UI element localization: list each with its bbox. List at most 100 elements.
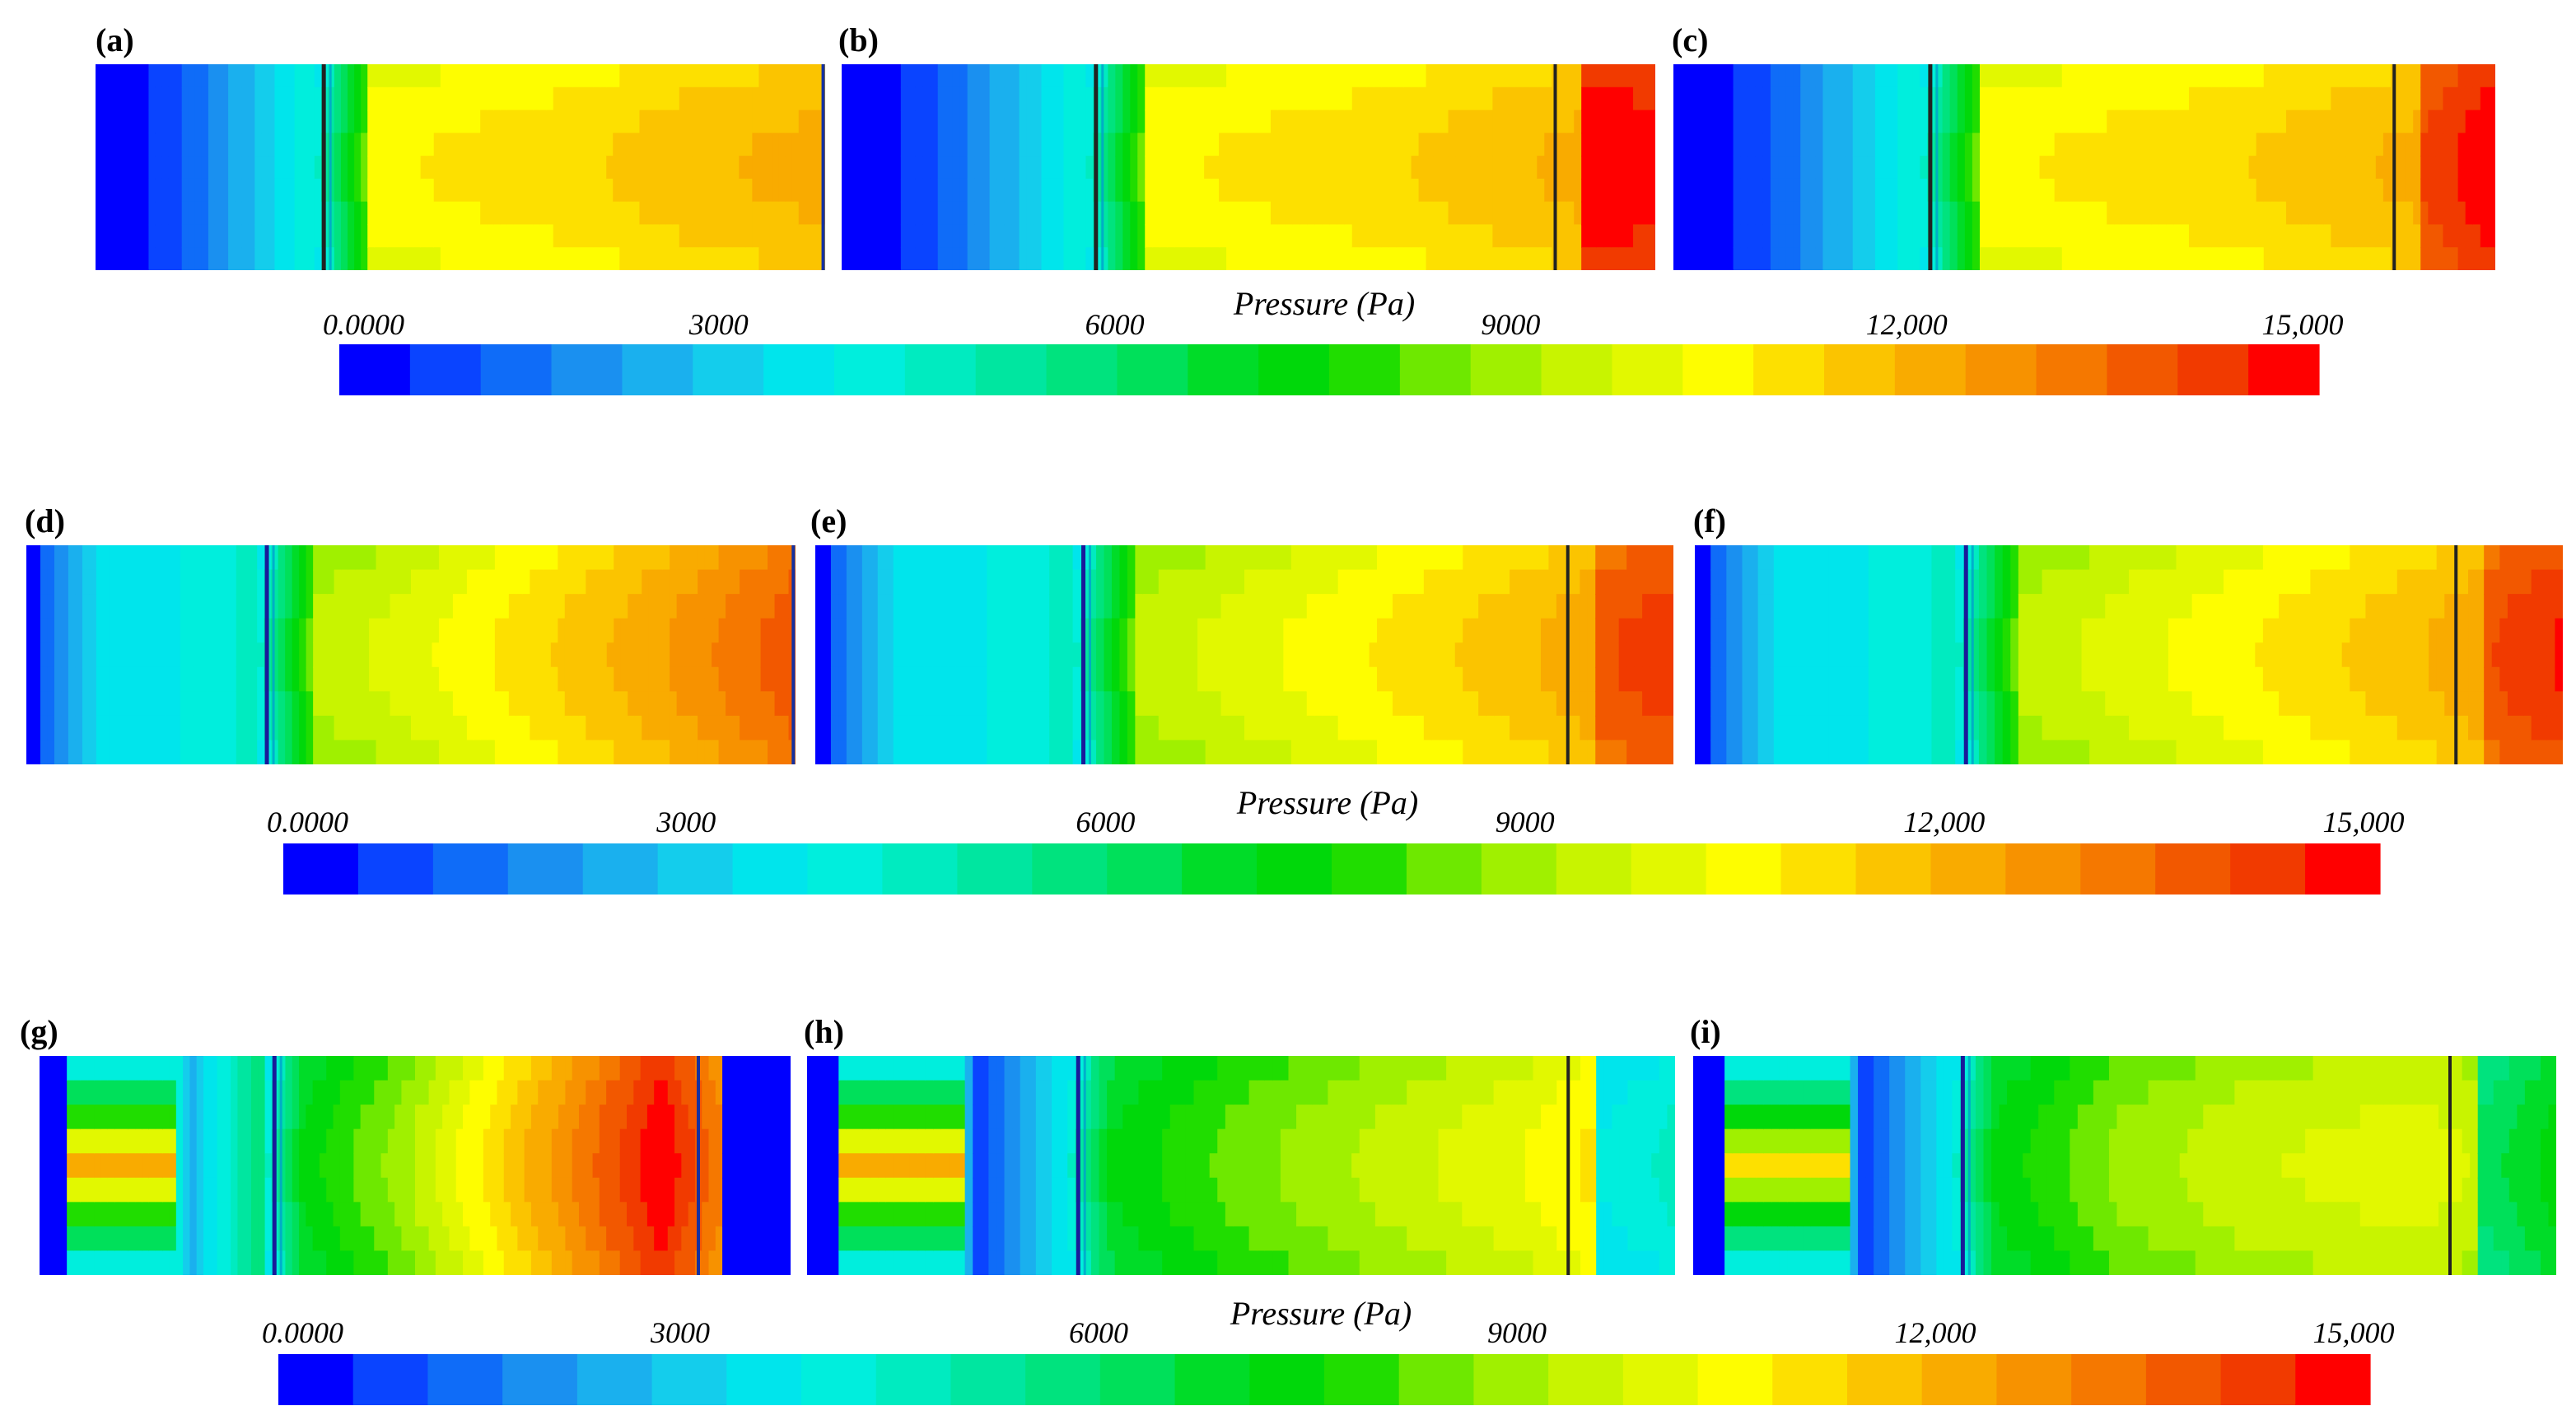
outlet-divider-line <box>697 1056 700 1275</box>
contour-panel: (h) <box>804 1013 1675 1275</box>
colorbar-tick-label: 9000 <box>1487 1316 1547 1349</box>
colorbar-swatch <box>551 344 623 395</box>
contour-panel: (d) <box>25 502 796 764</box>
colorbar-swatch <box>882 843 958 895</box>
inlet-divider-line <box>264 545 269 764</box>
colorbar-tick-label: 9000 <box>1496 806 1555 838</box>
inlet-divider-line <box>321 64 326 270</box>
pressure-colorbar: Pressure (Pa) 0.0000 3000 6000 9000 12,000 15,… <box>267 784 2405 895</box>
contour-panel: (b) <box>838 21 1655 270</box>
colorbar-swatch <box>904 344 977 395</box>
colorbar-swatch <box>1046 344 1118 395</box>
colorbar-tick-label: 9000 <box>1481 308 1540 341</box>
outlet-divider-line <box>1553 64 1557 270</box>
colorbar-swatch <box>1182 843 1258 895</box>
outlet-divider-line <box>1566 1056 1570 1275</box>
colorbar-swatch <box>651 1354 727 1405</box>
colorbar-tick-label: 0.0000 <box>262 1316 343 1349</box>
colorbar-title: Pressure (Pa) <box>1233 285 1415 322</box>
colorbar-swatch <box>2230 843 2306 895</box>
inlet-divider-line <box>1081 545 1086 764</box>
colorbar-swatch <box>2145 1354 2222 1405</box>
contour-panels: (a) (b) (c) (d) (e) (f) (g) (h) (i) <box>20 21 2563 1275</box>
colorbar-swatch <box>1399 344 1472 395</box>
colorbar-swatch <box>1706 843 1782 895</box>
colorbar-swatch <box>2107 344 2178 395</box>
colorbar-swatch <box>1556 843 1632 895</box>
panel-label: (a) <box>96 21 134 58</box>
colorbar-swatch <box>357 843 434 895</box>
colorbar-swatch <box>1032 843 1108 895</box>
pressure-colorbar: Pressure (Pa) 0.0000 3000 6000 9000 12,000 15,… <box>323 285 2344 395</box>
colorbar-swatch <box>502 1354 578 1405</box>
colorbars: Pressure (Pa) 0.0000 3000 6000 9000 12,000 15,… <box>262 285 2405 1405</box>
contour-panel: (i) <box>1690 1013 2556 1275</box>
colorbar-swatch <box>1682 344 1754 395</box>
colorbar-swatch <box>2177 344 2249 395</box>
colorbar-swatch <box>2155 843 2231 895</box>
colorbar-title: Pressure (Pa) <box>1230 1295 1412 1332</box>
colorbar-tick-label: 0.0000 <box>323 308 404 341</box>
panel-label: (i) <box>1690 1013 1721 1050</box>
colorbar-swatch <box>726 1354 802 1405</box>
colorbar-swatch <box>1329 344 1401 395</box>
colorbar-tick-label: 12,000 <box>1903 806 1985 838</box>
colorbar-tick-label: 12,000 <box>1895 1316 1976 1349</box>
colorbar-tick-label: 6000 <box>1076 806 1135 838</box>
colorbar-swatch <box>622 344 693 395</box>
colorbar-swatch <box>1780 843 1857 895</box>
inlet-divider-line <box>1963 545 1968 764</box>
contour-panel: (f) <box>1693 502 2563 764</box>
colorbar-swatch <box>1188 344 1259 395</box>
outlet-divider-line <box>791 545 796 764</box>
colorbar-swatch <box>1824 344 1896 395</box>
colorbar-swatch <box>427 1354 503 1405</box>
colorbar-swatch <box>1921 1354 1998 1405</box>
colorbar-swatch <box>1996 1354 2072 1405</box>
colorbar-swatch <box>2305 843 2381 895</box>
colorbar-swatch <box>1258 344 1330 395</box>
outlet-divider-line <box>2454 545 2458 764</box>
panel-label: (f) <box>1693 502 1726 540</box>
inlet-divider-line <box>1076 1056 1080 1275</box>
colorbar-swatch <box>1174 1354 1250 1405</box>
inlet-divider-line <box>272 1056 277 1275</box>
colorbar-swatch <box>339 344 411 395</box>
colorbar-swatch <box>2005 843 2081 895</box>
panel-label: (h) <box>804 1013 844 1050</box>
colorbar-swatch <box>1470 344 1542 395</box>
colorbar-swatch <box>1473 1354 1549 1405</box>
contour-panel: (e) <box>810 502 1673 764</box>
colorbar-swatch <box>1332 843 1407 895</box>
colorbar-swatch <box>1631 843 1707 895</box>
colorbar-swatch <box>1697 1354 1773 1405</box>
inlet-divider-line <box>1094 64 1099 270</box>
colorbar-swatch <box>283 843 359 895</box>
colorbar-swatch <box>693 344 764 395</box>
colorbar-swatch <box>1965 344 2037 395</box>
colorbar-swatch <box>1398 1354 1475 1405</box>
panel-label: (b) <box>838 21 879 58</box>
colorbar-swatch <box>1541 344 1613 395</box>
colorbar-tick-label: 6000 <box>1085 308 1145 341</box>
colorbar-swatch <box>1406 843 1482 895</box>
outlet-divider-line <box>1566 545 1570 764</box>
colorbar-swatch <box>2248 344 2320 395</box>
colorbar-swatch <box>1847 1354 1923 1405</box>
colorbar-tick-label: 15,000 <box>2313 1316 2395 1349</box>
colorbar-swatch <box>1025 1354 1101 1405</box>
colorbar-swatch <box>1548 1354 1624 1405</box>
colorbar-swatch <box>352 1354 429 1405</box>
inlet-divider-line <box>1928 64 1933 270</box>
panel-label: (g) <box>20 1013 58 1050</box>
colorbar-swatch <box>1894 344 1967 395</box>
colorbar-swatch <box>480 344 553 395</box>
colorbar-tick-label: 15,000 <box>2323 806 2405 838</box>
colorbar-swatch <box>2220 1354 2296 1405</box>
colorbar-swatch <box>582 843 659 895</box>
colorbar-tick-label: 15,000 <box>2262 308 2344 341</box>
colorbar-swatch <box>957 843 1033 895</box>
colorbar-swatch <box>1117 344 1188 395</box>
outlet-divider-line <box>2448 1056 2452 1275</box>
